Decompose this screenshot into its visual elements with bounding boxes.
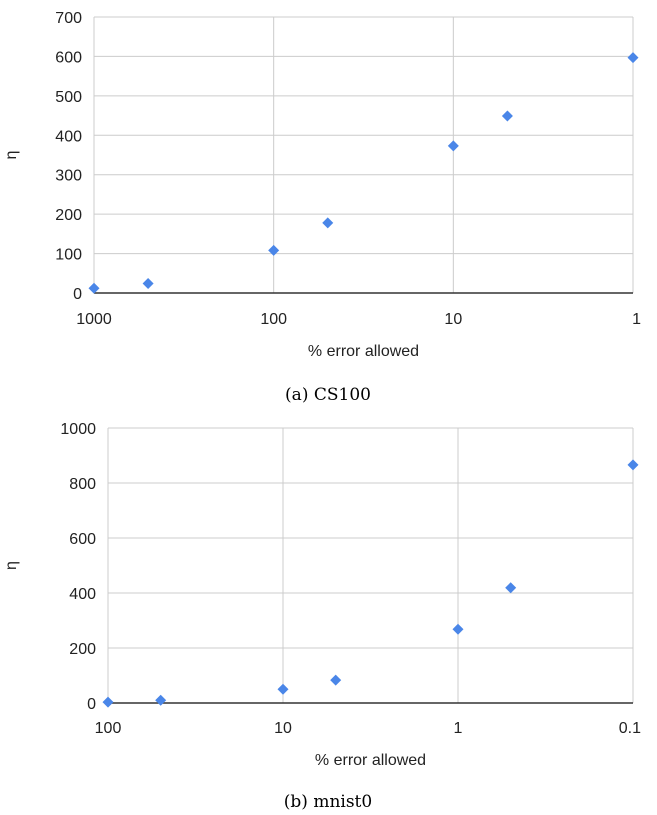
y-tick-label: 400: [55, 128, 82, 145]
data-point: [452, 623, 464, 635]
x-axis-title: % error allowed: [315, 752, 426, 769]
data-point: [155, 694, 167, 706]
data-point: [627, 459, 639, 471]
data-point: [505, 582, 517, 594]
data-point: [501, 110, 513, 122]
data-point: [447, 140, 459, 152]
data-point: [268, 244, 280, 256]
y-tick-label: 200: [55, 207, 82, 224]
x-tick-label: 0.1: [619, 720, 641, 737]
x-axis-title: % error allowed: [308, 343, 419, 360]
x-tick-label: 1: [454, 720, 463, 737]
x-tick-label: 10: [274, 720, 292, 737]
y-tick-label: 700: [55, 10, 82, 27]
y-tick-label: 200: [69, 641, 96, 658]
y-tick-label: 300: [55, 168, 82, 185]
figure-caption: (b) mnist0: [284, 792, 372, 812]
y-axis-title: η: [3, 151, 20, 160]
data-point: [330, 674, 342, 686]
data-point: [102, 696, 114, 708]
chart-cs100: 0 100 200 300 400 500 600 700 1000 100 10 1 % error …: [3, 10, 641, 405]
data-point: [627, 52, 639, 64]
x-tick-label: 1000: [76, 311, 112, 328]
data-point: [88, 282, 100, 294]
y-tick-label: 1000: [60, 421, 96, 438]
data-point: [142, 278, 154, 290]
y-tick-label: 400: [69, 586, 96, 603]
y-tick-label: 100: [55, 247, 82, 264]
y-tick-label: 800: [69, 476, 96, 493]
y-tick-label: 600: [69, 531, 96, 548]
x-tick-label: 1: [632, 311, 641, 328]
y-tick-label: 600: [55, 49, 82, 66]
figure-caption: (a) CS100: [285, 385, 371, 405]
data-point: [322, 217, 334, 229]
data-point: [277, 683, 289, 695]
y-tick-label: 500: [55, 89, 82, 106]
chart-mnist0: 0 200 400 600 800 1000 100 10 1 0.1 % error allowe…: [3, 421, 641, 812]
x-tick-label: 100: [95, 720, 122, 737]
y-axis-title: η: [3, 561, 20, 570]
x-tick-label: 10: [444, 311, 462, 328]
y-tick-label: 0: [73, 286, 82, 303]
y-tick-label: 0: [87, 696, 96, 713]
x-tick-label: 100: [260, 311, 287, 328]
